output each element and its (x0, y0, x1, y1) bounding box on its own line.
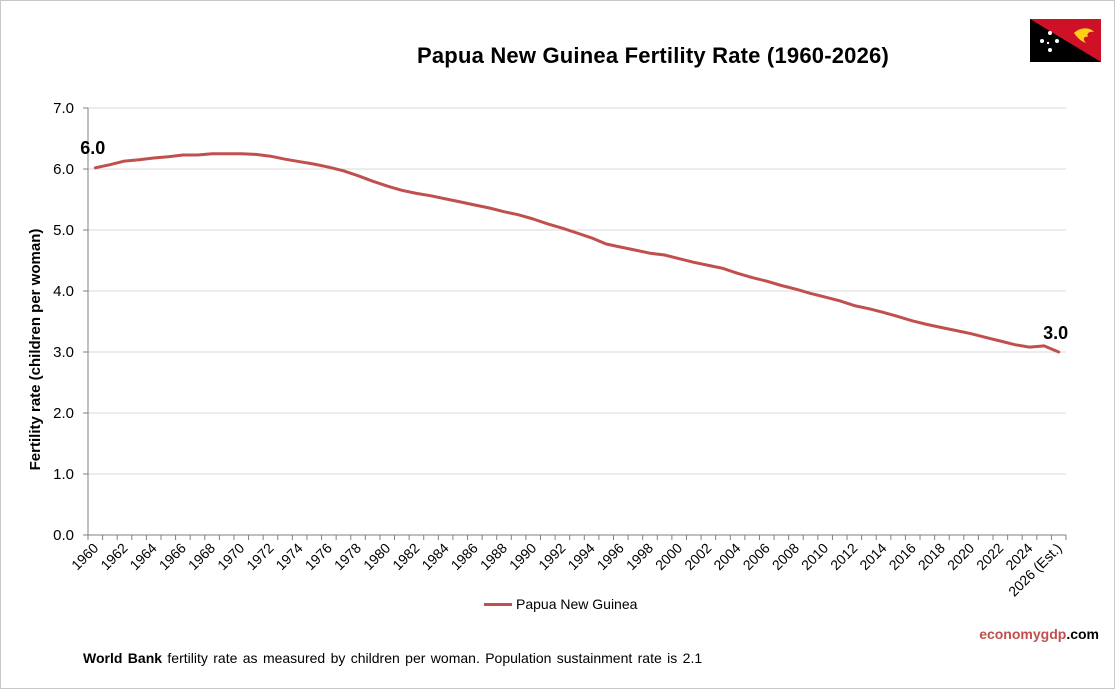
x-tick-label: 1992 (535, 540, 568, 573)
x-tick-label: 2004 (710, 540, 743, 573)
brand-logo: economygdp.com (979, 626, 1099, 642)
x-tick-label: 1970 (214, 540, 247, 573)
x-tick-label: 2016 (886, 540, 919, 573)
papua-new-guinea-flag-icon (1030, 19, 1101, 62)
x-tick-label: 1974 (272, 540, 305, 573)
brand-part3: .com (1066, 626, 1099, 642)
footnote-text: fertility rate as measured by children p… (162, 650, 703, 666)
y-tick-label: 3.0 (53, 344, 74, 361)
x-tick-label: 2000 (652, 540, 685, 573)
brand-part2: gdp (1040, 626, 1067, 642)
x-tick-label: 2002 (681, 540, 714, 573)
chart-legend: Papua New Guinea (484, 596, 637, 612)
y-tick-label: 6.0 (53, 161, 74, 178)
legend-label: Papua New Guinea (516, 596, 638, 612)
y-tick-label: 4.0 (53, 283, 74, 300)
x-tick-label: 1968 (185, 540, 218, 573)
x-tick-label: 1998 (623, 540, 656, 573)
y-tick-label: 5.0 (53, 222, 74, 239)
x-tick-label: 1978 (331, 540, 364, 573)
footnote: World Bank fertility rate as measured by… (83, 650, 702, 666)
x-tick-label: 1980 (360, 540, 393, 573)
data-label: 3.0 (1043, 323, 1068, 343)
y-tick-label: 2.0 (53, 405, 74, 422)
y-tick-label: 0.0 (53, 527, 74, 544)
x-tick-label: 1972 (243, 540, 276, 573)
x-tick-label: 1994 (564, 540, 597, 573)
x-tick-label: 1960 (68, 540, 101, 573)
x-tick-label: 2010 (798, 540, 831, 573)
x-tick-label: 2014 (856, 540, 889, 573)
series-line-papua-new-guinea (93, 152, 1061, 354)
legend-swatch (484, 602, 512, 606)
y-tick-label: 1.0 (53, 466, 74, 483)
x-tick-label: 1976 (302, 540, 335, 573)
x-tick-label: 1988 (477, 540, 510, 573)
x-tick-label: 1990 (506, 540, 539, 573)
brand-part1: economy (979, 626, 1041, 642)
y-axis-label: Fertility rate (children per woman) (27, 229, 44, 471)
x-tick-label: 1984 (418, 540, 451, 573)
x-tick-label: 1982 (389, 540, 422, 573)
x-tick-label: 2020 (944, 540, 977, 573)
x-tick-label: 2008 (769, 540, 802, 573)
data-label: 6.0 (80, 138, 105, 158)
x-tick-label: 2018 (915, 540, 948, 573)
footnote-source: World Bank (83, 650, 163, 666)
x-tick-label: 1966 (156, 540, 189, 573)
y-tick-label: 7.0 (53, 100, 74, 117)
x-tick-label: 2012 (827, 540, 860, 573)
x-tick-label: 1986 (448, 540, 481, 573)
x-tick-label: 1964 (126, 540, 159, 573)
x-tick-label: 2022 (973, 540, 1006, 573)
x-tick-label: 1962 (97, 540, 130, 573)
x-tick-label: 2006 (740, 540, 773, 573)
x-tick-label: 1996 (594, 540, 627, 573)
chart-title: Papua New Guinea Fertility Rate (1960-20… (417, 43, 889, 68)
